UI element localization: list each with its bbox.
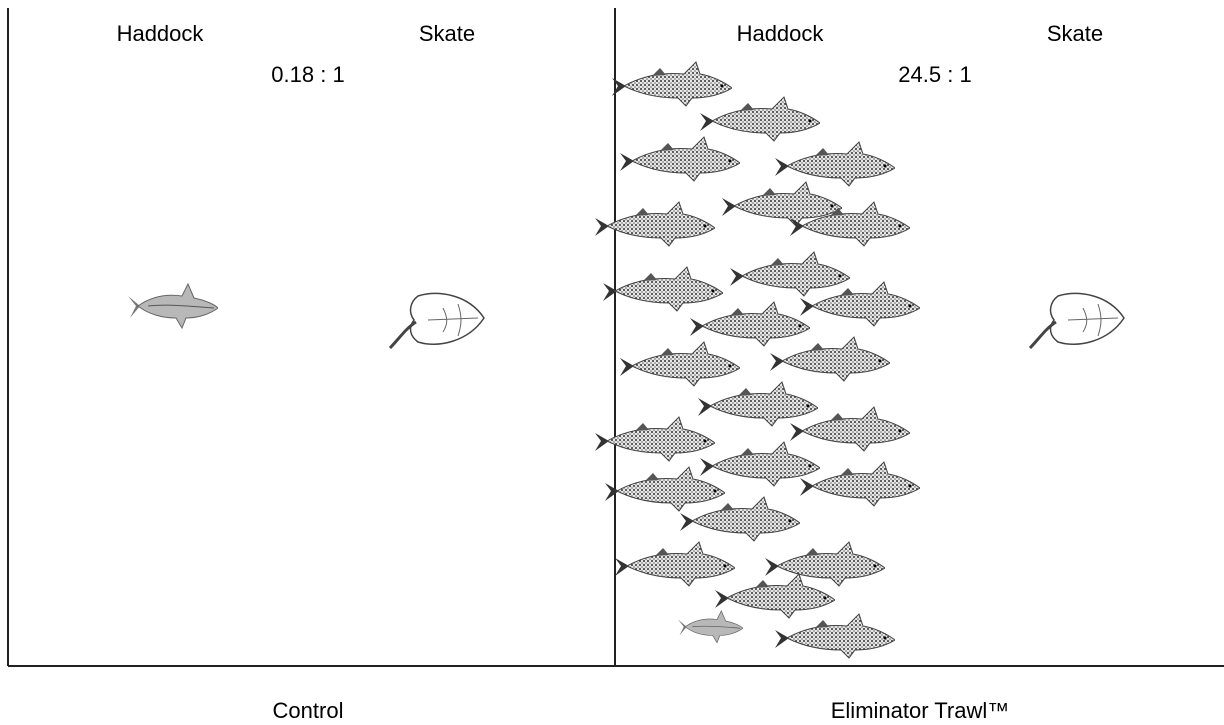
caption: Control <box>273 698 344 723</box>
ratio: 24.5 : 1 <box>898 62 971 87</box>
haddock-icon <box>605 467 725 511</box>
skate-icon <box>390 294 484 348</box>
haddock-icon <box>700 97 820 141</box>
skate-icon <box>1030 294 1124 348</box>
haddock-icon <box>603 267 723 311</box>
haddock-icon <box>612 62 732 106</box>
haddock-icon <box>690 302 810 346</box>
haddock-icon <box>595 417 715 461</box>
haddock-icon <box>765 542 885 586</box>
haddock-icon <box>730 252 850 296</box>
haddock-icon <box>595 202 715 246</box>
haddock-icon <box>775 142 895 186</box>
species-label: Haddock <box>737 21 825 46</box>
haddock-icon <box>715 574 835 618</box>
haddock-icon <box>615 542 735 586</box>
haddock-school <box>595 62 920 658</box>
haddock-icon <box>620 137 740 181</box>
haddock-icon <box>128 284 218 328</box>
haddock-icon <box>680 497 800 541</box>
diagram: Haddock Skate 0.18 : 1 Control Haddock S… <box>0 0 1224 725</box>
haddock-icon <box>620 342 740 386</box>
haddock-icon <box>775 614 895 658</box>
haddock-icon <box>790 407 910 451</box>
haddock-icon <box>770 337 890 381</box>
species-label: Haddock <box>117 21 205 46</box>
ratio: 0.18 : 1 <box>271 62 344 87</box>
species-label: Skate <box>419 21 475 46</box>
haddock-icon <box>678 611 743 643</box>
caption: Eliminator Trawl™ <box>831 698 1009 723</box>
species-label: Skate <box>1047 21 1103 46</box>
haddock-icon <box>800 282 920 326</box>
haddock-icon <box>698 382 818 426</box>
